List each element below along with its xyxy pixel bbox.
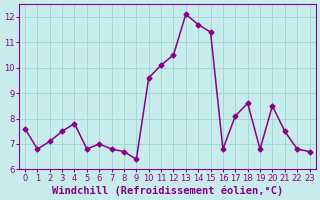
X-axis label: Windchill (Refroidissement éolien,°C): Windchill (Refroidissement éolien,°C) [52, 185, 283, 196]
